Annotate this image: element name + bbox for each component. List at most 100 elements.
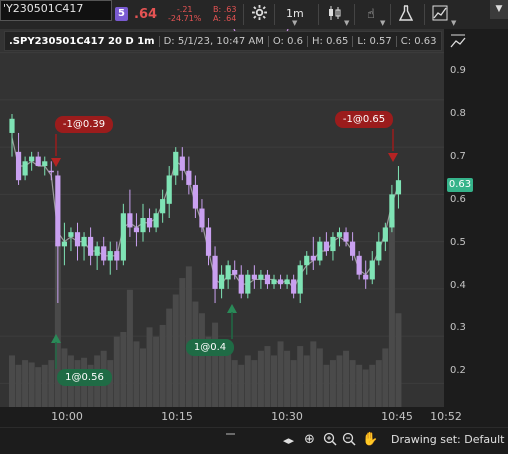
candle-body bbox=[179, 156, 185, 171]
volume-bar bbox=[218, 355, 225, 407]
candle-body bbox=[114, 251, 120, 261]
candle-body bbox=[94, 246, 100, 256]
axis-drawing-icon[interactable] bbox=[450, 33, 466, 49]
volume-bar bbox=[369, 364, 376, 407]
chart-plot-area[interactable]: .SPY230501C417 20 D 1m D: 5/1/23, 10:47 … bbox=[0, 29, 444, 407]
net-change: -.21 bbox=[176, 5, 193, 14]
candle-body bbox=[363, 274, 369, 280]
volume-bar bbox=[349, 360, 356, 407]
candle-body bbox=[251, 274, 257, 280]
drawing-tools-icon[interactable] bbox=[431, 5, 449, 24]
link-group-badge[interactable]: 5 bbox=[115, 7, 128, 21]
buy-order-label[interactable]: 1@0.56 bbox=[57, 369, 112, 386]
chevron-down-icon[interactable]: ▼ bbox=[451, 19, 457, 27]
zoom-out-icon[interactable] bbox=[342, 432, 356, 450]
volume-bar bbox=[212, 322, 219, 407]
price-tick: 0.8 bbox=[450, 108, 466, 119]
bar-close: C: 0.63 bbox=[400, 35, 437, 47]
sell-order-label[interactable]: -1@0.65 bbox=[335, 111, 393, 128]
chevron-down-icon[interactable]: ▼ bbox=[292, 19, 298, 27]
timeframe-selector[interactable]: 1m bbox=[286, 7, 304, 20]
candle-body bbox=[264, 274, 271, 285]
volume-bar bbox=[35, 367, 42, 407]
candle-body bbox=[42, 161, 48, 167]
candle-body bbox=[212, 255, 218, 289]
candle-body bbox=[107, 251, 113, 261]
candle-body bbox=[277, 279, 284, 285]
volume-bar bbox=[28, 362, 35, 407]
volume-bar bbox=[15, 364, 22, 407]
volume-bar bbox=[231, 360, 238, 407]
price-chart bbox=[0, 29, 444, 407]
candle-body bbox=[376, 241, 382, 261]
volume-bar bbox=[107, 360, 114, 407]
time-tick: 10:00 bbox=[51, 410, 83, 423]
candle-body bbox=[245, 274, 251, 294]
volume-bar bbox=[356, 364, 363, 407]
volume-bar bbox=[22, 360, 29, 407]
volume-bar bbox=[323, 364, 330, 407]
bid-ask: B: .63 A: .64 bbox=[213, 5, 236, 23]
time-tick: 10:15 bbox=[161, 410, 193, 423]
chevron-down-icon[interactable]: ▼ bbox=[490, 0, 508, 19]
status-bar: ◂▸ ⊕ ✋ Drawing set: Default bbox=[0, 427, 508, 454]
buy-order-label[interactable]: 1@0.4 bbox=[186, 339, 234, 356]
time-axis[interactable]: 10:00 10:15 10:30 10:45 10:52 bbox=[0, 407, 508, 427]
buy-arrow-icon bbox=[227, 304, 237, 313]
divider bbox=[390, 4, 391, 25]
candle-icon[interactable] bbox=[325, 5, 343, 24]
candle-body bbox=[192, 184, 198, 209]
last-price-tag: 0.63 bbox=[447, 178, 473, 192]
crosshair-icon[interactable]: ⊕ bbox=[304, 432, 315, 447]
sell-order-label[interactable]: -1@0.39 bbox=[55, 116, 113, 133]
price-axis[interactable]: 0.9 0.8 0.7 0.6 0.5 0.4 0.3 0.2 bbox=[444, 29, 508, 407]
volume-bar bbox=[185, 266, 192, 407]
divider bbox=[274, 4, 275, 25]
candle-body bbox=[291, 279, 297, 294]
chevron-down-icon[interactable]: ▼ bbox=[344, 19, 350, 27]
zoom-in-icon[interactable] bbox=[323, 432, 337, 450]
candle-body bbox=[225, 265, 231, 280]
volume-bar bbox=[41, 364, 48, 407]
volume-bar bbox=[146, 327, 153, 407]
bar-low: L: 0.57 bbox=[353, 35, 397, 47]
pan-hand-icon[interactable]: ✋ bbox=[362, 432, 379, 447]
candle-body bbox=[350, 241, 356, 256]
time-tick: 10:52 bbox=[430, 410, 462, 423]
volume-bar bbox=[271, 355, 277, 407]
divider bbox=[243, 4, 244, 25]
candle-body bbox=[133, 227, 140, 233]
price-line bbox=[11, 137, 400, 291]
volume-bar bbox=[198, 313, 205, 407]
volume-bar bbox=[179, 278, 186, 407]
volume-bar bbox=[159, 324, 166, 407]
time-tick: 10:45 bbox=[381, 410, 413, 423]
study-header: .SPY230501C417 20 D 1m D: 5/1/23, 10:47 … bbox=[4, 31, 442, 51]
hand-cursor-icon[interactable]: ☝ bbox=[367, 7, 375, 22]
bar-high: H: 0.65 bbox=[308, 35, 354, 47]
scroll-arrows-icon[interactable]: ◂▸ bbox=[283, 434, 295, 447]
flask-icon[interactable] bbox=[397, 5, 415, 24]
candle-body bbox=[140, 218, 146, 233]
candle-body bbox=[258, 274, 264, 280]
chevron-down-icon[interactable]: ▼ bbox=[380, 19, 386, 27]
gear-icon[interactable] bbox=[250, 5, 268, 24]
candle-body bbox=[297, 265, 303, 294]
horizontal-scrollbar[interactable] bbox=[5, 433, 275, 435]
candle-body bbox=[29, 156, 35, 162]
volume-bar bbox=[277, 341, 284, 407]
volume-bar bbox=[251, 360, 258, 407]
volume-bar bbox=[48, 360, 55, 407]
volume-bar bbox=[395, 313, 402, 407]
volume-bar bbox=[9, 355, 15, 407]
candle-body bbox=[146, 218, 153, 228]
volume-bar bbox=[225, 348, 232, 407]
volume-bar bbox=[316, 348, 323, 407]
drawing-set-label[interactable]: Drawing set: Default bbox=[391, 433, 505, 446]
sell-arrow-icon bbox=[51, 158, 61, 167]
price-tick: 0.2 bbox=[450, 365, 466, 376]
symbol-input[interactable]: 'Y230501C417 bbox=[3, 2, 84, 15]
candle-body bbox=[369, 260, 375, 280]
symbol-selector[interactable]: 'Y230501C417 ▼ bbox=[0, 0, 508, 21]
candle-body bbox=[22, 161, 28, 176]
